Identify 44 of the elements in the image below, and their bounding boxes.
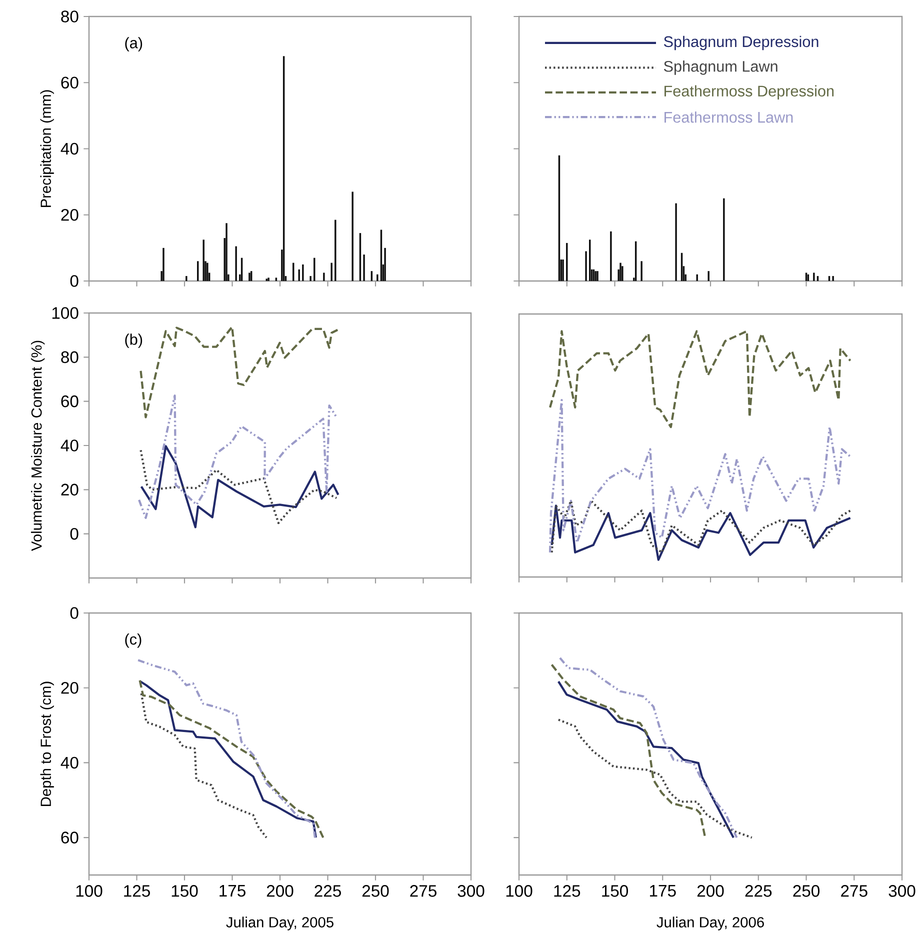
x-tick-label: 175 [650,885,676,897]
text: Feathermoss Depression [664,85,834,100]
annotation: (a) [125,37,142,52]
x-tick-label: 250 [362,885,389,897]
y-tick-label: 40 [60,756,78,769]
x-tick-label: 200 [697,885,724,897]
y-tick-label: 20 [61,484,78,496]
x-tick-label: 150 [602,885,628,897]
annotation: (c) [125,633,142,648]
x-tick-label: 250 [793,885,820,897]
x-tick-label: 200 [266,885,294,897]
y-tick-label: 60 [61,395,78,408]
y-tick-label: 100 [52,307,78,319]
x-tick-label: 150 [172,885,198,897]
y-axis-title: Volumetric Moisture Content (%) [30,340,44,551]
x-tick-label: 175 [219,885,246,897]
y-tick-label: 0 [70,275,78,287]
x-tick-label: 125 [124,885,150,897]
y-tick-label: 20 [61,208,78,221]
y-tick-label: 0 [70,607,78,619]
x-tick-label: 275 [410,885,436,897]
x-axis-title: Julian Day, 2005 [226,916,334,930]
y-tick-label: 80 [60,351,78,364]
x-tick-label: 225 [745,885,772,897]
y-axis-title: Depth to Frost (cm) [40,682,54,806]
y-tick-label: 0 [70,528,78,540]
y-tick-label: 60 [61,832,78,844]
text: Sphagnum Lawn [664,60,778,75]
y-tick-label: 60 [61,76,78,89]
y-tick-label: 80 [60,10,78,22]
x-tick-label: 300 [888,885,916,897]
y-axis-title: Precipitation (mm) [40,90,54,208]
y-tick-label: 40 [60,440,78,452]
x-axis-title: Julian Day, 2006 [656,916,764,930]
x-tick-label: 300 [458,885,484,897]
x-tick-label: 225 [314,885,341,897]
x-tick-label: 125 [554,885,580,897]
text: Sphagnum Depression [664,36,818,50]
x-tick-label: 100 [506,885,532,897]
x-tick-label: 275 [840,885,868,897]
y-tick-label: 20 [61,682,78,694]
annotation: (b) [125,334,142,348]
text: Feathermoss Lawn [664,111,792,123]
y-tick-label: 40 [60,142,78,155]
